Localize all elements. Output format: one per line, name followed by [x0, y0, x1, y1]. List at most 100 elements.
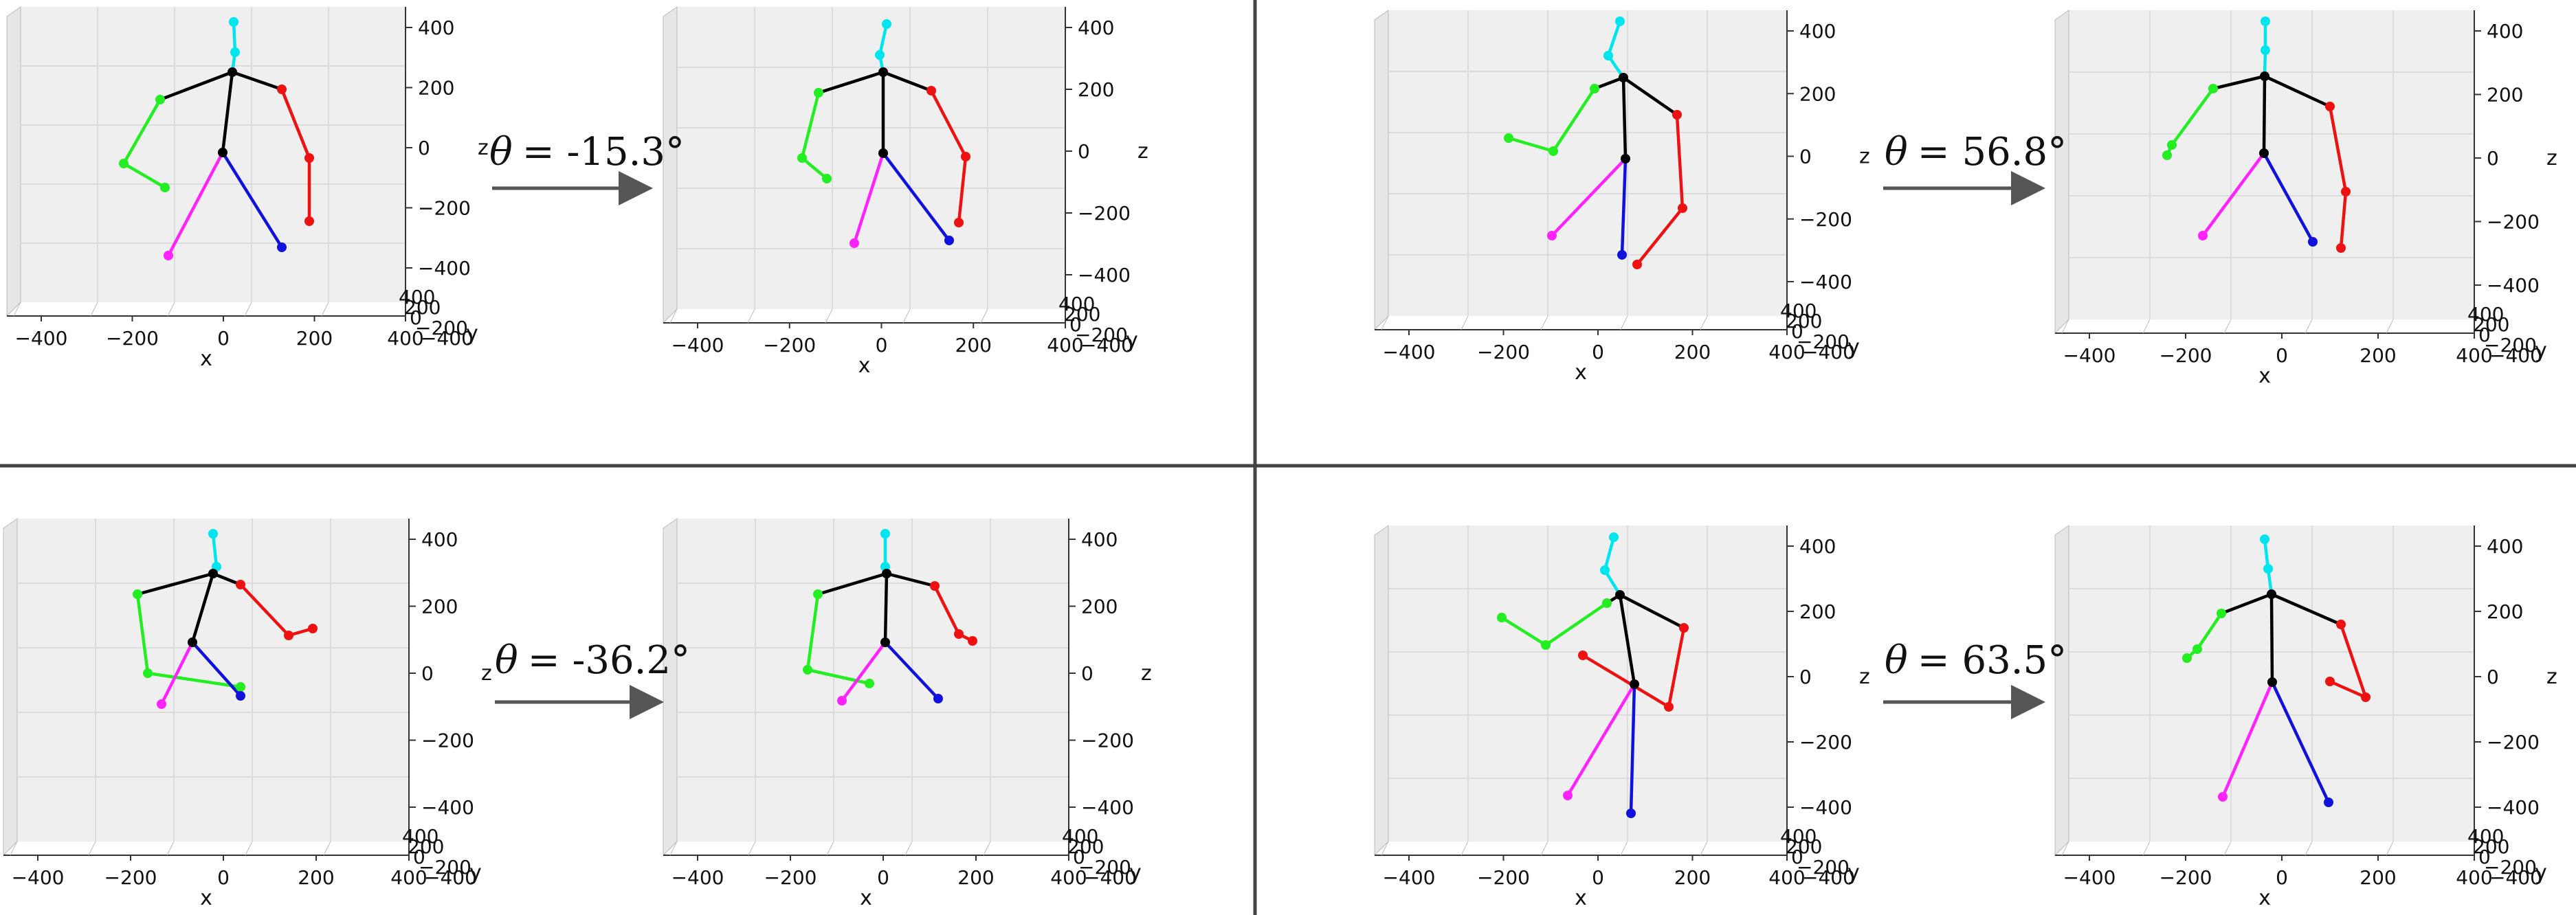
- joint-left-elbow: [1541, 640, 1551, 650]
- floor-grid: [90, 302, 98, 317]
- plot-pane: [1388, 526, 1787, 841]
- theta-annotation-top-right: θ = 56.8°: [1883, 130, 2067, 205]
- joint-right-wrist: [954, 218, 964, 227]
- x-axis-label: x: [1575, 361, 1587, 385]
- z-axis-label: z: [1859, 665, 1870, 689]
- skeleton-left-upper-arm: [122, 98, 162, 166]
- joint-right-elbow: [2361, 692, 2370, 702]
- joint-left-foot: [157, 699, 166, 709]
- floor-grid: [1461, 315, 1469, 330]
- joint-right-shoulder: [277, 84, 287, 94]
- y-tick-label: −400: [2489, 866, 2542, 889]
- joint-head: [1609, 532, 1619, 542]
- joint-right-wrist: [304, 216, 314, 226]
- joint-right-foot: [1617, 250, 1627, 260]
- joint-left-elbow: [119, 159, 129, 168]
- skeleton-left-shoulder-bone: [158, 70, 234, 102]
- skeleton-left-upper-arm: [1544, 601, 1609, 647]
- y-tick-label: 200: [1064, 303, 1100, 326]
- y-tick-label: 400: [399, 286, 435, 308]
- skeleton-head-bone: [1606, 19, 1622, 58]
- joint-head: [229, 17, 238, 27]
- plot-pane: [677, 519, 1069, 841]
- y-tick-label: 400: [1058, 293, 1095, 315]
- skeleton-right-leg: [221, 150, 284, 249]
- z-tick-label: 200: [418, 77, 454, 100]
- floor-grid: [747, 308, 755, 324]
- z-tick-label: 200: [1799, 600, 1836, 623]
- y-tick-label: −200: [2484, 856, 2537, 879]
- y-tick-label: 0: [413, 846, 425, 868]
- skeleton-head-bone: [1603, 535, 1616, 572]
- theta-value: = -36.2°: [528, 638, 690, 683]
- theta-value: = 63.5°: [1918, 638, 2067, 683]
- x-tick-label: −200: [2159, 866, 2212, 889]
- z-tick-label: 200: [1799, 82, 1836, 105]
- y-tick-label: 0: [1069, 313, 1082, 336]
- skeleton-left-shoulder-bone: [135, 572, 215, 596]
- floor-grid: [167, 302, 175, 317]
- skeleton-right-upper-arm: [238, 583, 291, 637]
- joint-right-elbow: [954, 629, 964, 639]
- joint-pelvis: [1630, 679, 1639, 689]
- joint-left-foot: [2218, 792, 2228, 802]
- x-axis-label: x: [860, 886, 872, 910]
- joint-neck: [1600, 565, 1610, 575]
- joint-right-shoulder: [926, 86, 936, 95]
- joint-thorax: [882, 569, 891, 578]
- x-tick-label: 200: [955, 334, 992, 357]
- plot-side-wall: [1374, 10, 1389, 331]
- y-tick-label: −400: [1802, 866, 1855, 889]
- skeleton-left-shoulder-bone: [816, 572, 889, 596]
- z-tick-label: 400: [2487, 20, 2523, 43]
- skeleton-left-leg: [1566, 682, 1636, 798]
- x-tick-label: −400: [1383, 866, 1436, 889]
- floor-grid: [1461, 841, 1469, 856]
- skeleton-right-leg: [2262, 151, 2315, 244]
- y-axis-label: y: [2535, 339, 2547, 363]
- joint-left-foot: [837, 696, 847, 705]
- plot-3: −400 −200 0 200 400x4002000−200−400z4002000−…: [1374, 10, 1870, 385]
- z-tick-label: 400: [1799, 535, 1836, 558]
- x-tick-label: −400: [2063, 344, 2116, 367]
- y-tick-label: −400: [2489, 344, 2542, 367]
- y-tick-label: 200: [408, 835, 444, 858]
- x-tick-label: 0: [1592, 341, 1604, 363]
- joint-head: [880, 529, 890, 539]
- theta-value: = 56.8°: [1918, 130, 2067, 174]
- z-axis-label: z: [1859, 145, 1870, 169]
- floor-grid: [244, 302, 252, 317]
- joint-right-shoulder: [2325, 102, 2335, 111]
- joint-right-foot: [236, 691, 245, 701]
- joint-right-wrist: [968, 636, 977, 646]
- floor-grid: [2142, 319, 2151, 334]
- joint-left-shoulder: [813, 589, 823, 599]
- skeleton-left-forearm: [122, 161, 167, 190]
- x-tick-label: 400: [387, 327, 423, 350]
- skeleton-right-upper-arm: [280, 87, 311, 160]
- y-axis-label: y: [469, 861, 482, 885]
- joint-neck: [1603, 51, 1613, 60]
- joint-neck: [230, 47, 240, 57]
- x-tick-label: −200: [104, 866, 157, 889]
- x-tick-label: 200: [296, 327, 333, 350]
- skeleton-right-shoulder-bone: [1621, 76, 1679, 117]
- joint-right-foot: [933, 694, 943, 703]
- x-axis-label: x: [200, 347, 212, 371]
- y-axis-label: y: [466, 321, 478, 346]
- joint-left-wrist: [865, 679, 874, 688]
- joint-right-wrist: [1632, 260, 1642, 269]
- skeleton-spine-bone: [221, 70, 234, 155]
- z-tick-label: 200: [2487, 84, 2523, 106]
- y-tick-label: 200: [1786, 310, 1822, 332]
- z-tick-label: 0: [421, 662, 434, 685]
- joint-left-elbow: [797, 153, 807, 163]
- joint-left-wrist: [236, 682, 245, 692]
- z-tick-label: −400: [418, 257, 471, 280]
- skeleton-spine-bone: [2262, 74, 2267, 155]
- theta-annotation-top-left: θ = -15.3°: [489, 130, 685, 205]
- y-tick-label: 400: [2467, 303, 2504, 326]
- joint-left-shoulder: [2208, 84, 2218, 93]
- skeleton-left-leg: [1550, 157, 1628, 238]
